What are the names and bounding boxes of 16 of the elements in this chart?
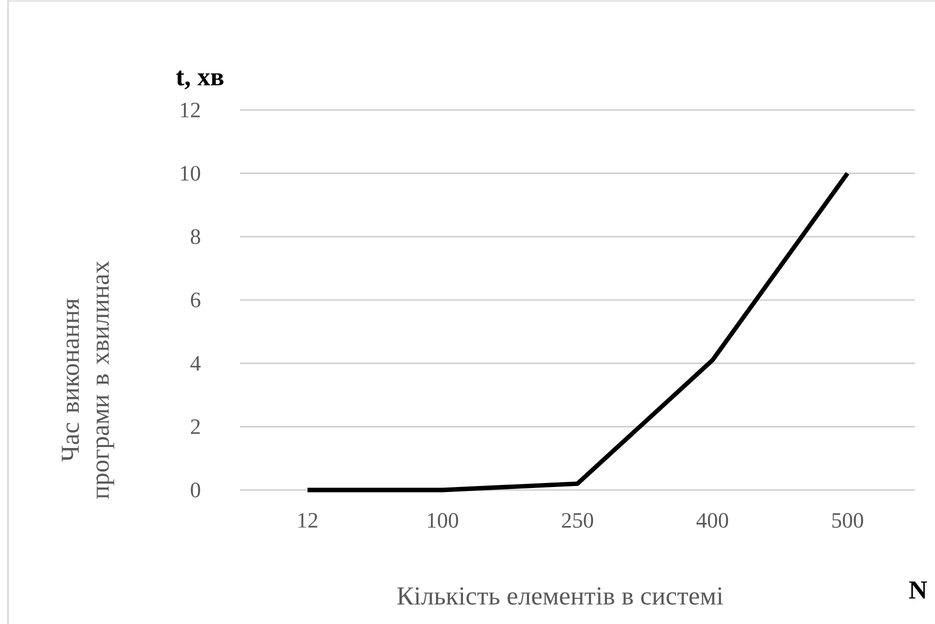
y-tick-label: 2 xyxy=(190,419,200,434)
text: t, хв xyxy=(176,70,224,90)
x-tick-label: 500 xyxy=(832,513,864,528)
x-tick-label: 400 xyxy=(696,513,728,528)
y-axis-title: Час виконання програми в хвилинах xyxy=(62,261,114,499)
x-tick-label: 12 xyxy=(298,513,318,528)
y-tick-label: 10 xyxy=(180,166,200,181)
y-tick-label: 6 xyxy=(190,292,200,308)
y-tick-label: 0 xyxy=(190,482,200,498)
x-tick-label: 100 xyxy=(428,513,458,528)
x-axis-title: Кількість елементів в системі xyxy=(397,587,724,605)
text: N xyxy=(909,582,928,598)
y-tick-label: 12 xyxy=(180,102,200,118)
y-tick-label: 4 xyxy=(190,356,201,371)
y-tick-label: 8 xyxy=(190,229,200,244)
x-tick-label: 250 xyxy=(562,513,594,528)
